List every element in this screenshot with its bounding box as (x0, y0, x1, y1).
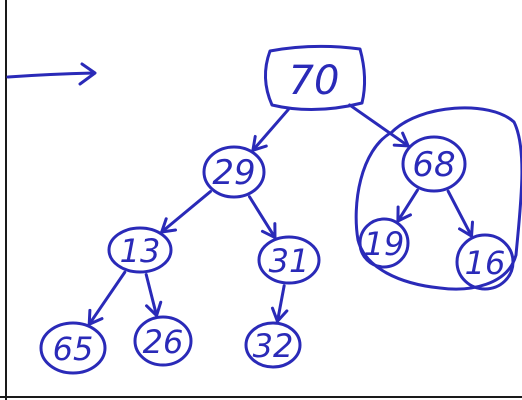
edge-13-26 (144, 273, 163, 318)
edge-13-65 (87, 270, 127, 326)
arrowhead-icon (260, 222, 277, 240)
root-node-outline (264, 44, 367, 111)
arrowhead-icon (87, 308, 104, 326)
node-label: 68 (412, 145, 455, 185)
node-outline (39, 321, 107, 375)
nodes-layer: 70 29 68 13 31 19 16 65 26 32 (39, 44, 515, 375)
arrowhead-icon (160, 217, 178, 234)
subtree-enclosure (354, 106, 522, 291)
edge-29-31 (247, 195, 277, 240)
node-label: 29 (212, 153, 255, 193)
node-outline (257, 235, 321, 285)
node-label: 26 (143, 323, 184, 361)
tree-node-68: 68 (401, 135, 467, 193)
node-label: 19 (364, 225, 405, 263)
node-label: 13 (120, 232, 161, 270)
tree-node-13: 13 (107, 226, 173, 274)
node-outline (455, 233, 515, 291)
tree-node-26: 26 (133, 315, 193, 367)
edge-68-16 (446, 189, 474, 238)
node-label: 16 (465, 244, 506, 282)
edge-31-32 (270, 284, 289, 323)
arrowhead-icon (145, 300, 163, 318)
edge-68-19 (396, 188, 419, 223)
arrowhead-icon (270, 306, 289, 323)
arrowhead-icon (251, 134, 268, 152)
tree-node-70: 70 (264, 44, 367, 111)
node-outline (107, 226, 173, 274)
node-label: 31 (269, 242, 310, 280)
node-outline (401, 135, 467, 193)
tree-node-32: 32 (244, 321, 302, 369)
edge-29-13 (160, 190, 212, 234)
edge-70-68 (348, 103, 410, 148)
tree-node-19: 19 (358, 217, 410, 269)
tree-node-31: 31 (257, 235, 321, 285)
arrowhead-icon (458, 220, 474, 238)
arrowhead-icon (392, 131, 410, 148)
node-label: 70 (289, 58, 340, 104)
node-label: 65 (53, 330, 94, 368)
pointer-arrow-icon (6, 62, 97, 86)
node-label: 32 (253, 327, 294, 365)
node-outline (133, 315, 193, 367)
tree-node-29: 29 (202, 145, 266, 199)
node-outline (202, 145, 266, 199)
edge-70-29 (251, 108, 290, 152)
tree-node-16: 16 (455, 233, 515, 291)
arrowhead-icon (396, 205, 412, 223)
node-outline (244, 321, 302, 369)
node-outline (358, 217, 410, 269)
edges-layer (87, 103, 474, 326)
tree-node-65: 65 (39, 321, 107, 375)
